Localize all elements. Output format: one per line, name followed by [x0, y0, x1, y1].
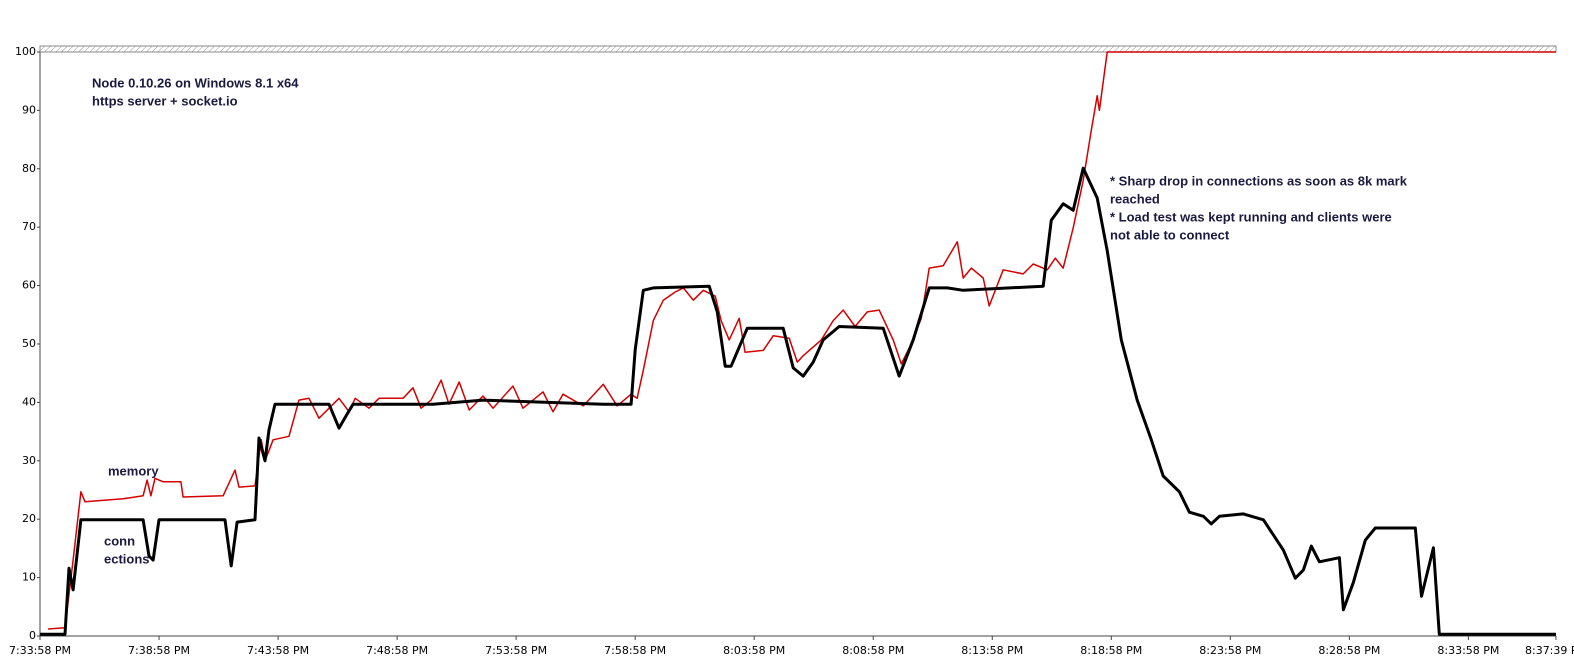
annotation: * Load test was kept running and clients…: [1110, 209, 1392, 224]
x-tick-label: 7:58:58 PM: [604, 644, 666, 657]
y-tick-label: 0: [29, 629, 36, 642]
x-tick-label: 7:48:58 PM: [366, 644, 428, 657]
x-tick-label: 8:28:58 PM: [1318, 644, 1380, 657]
x-tick-label: 7:33:58 PM: [9, 644, 71, 657]
annotation: ections: [104, 551, 150, 566]
y-tick-label: 80: [22, 162, 36, 175]
annotation: * Sharp drop in connections as soon as 8…: [1110, 173, 1408, 188]
y-tick-label: 90: [22, 103, 36, 116]
annotation: reached: [1110, 191, 1160, 206]
annotation: Node 0.10.26 on Windows 8.1 x64: [92, 75, 299, 90]
series-line: [40, 166, 1556, 636]
annotation: conn: [104, 533, 135, 548]
y-tick-label: 20: [22, 512, 36, 525]
x-tick-label: 7:38:58 PM: [128, 644, 190, 657]
y-tick-label: 50: [22, 337, 36, 350]
annotation: https server + socket.io: [92, 93, 238, 108]
x-tick-label: 8:23:58 PM: [1199, 644, 1261, 657]
x-tick-label: 8:03:58 PM: [723, 644, 785, 657]
top-band: [39, 45, 1557, 53]
y-tick-label: 70: [22, 220, 36, 233]
x-tick-label: 8:37:39 PM: [1525, 644, 1574, 657]
y-tick-label: 100: [15, 45, 36, 58]
x-tick-label: 8:08:58 PM: [842, 644, 904, 657]
x-tick-label: 7:53:58 PM: [485, 644, 547, 657]
x-tick-label: 8:18:58 PM: [1080, 644, 1142, 657]
x-tick-label: 7:43:58 PM: [247, 644, 309, 657]
y-tick-label: 40: [22, 395, 36, 408]
x-tick-label: 8:33:58 PM: [1437, 644, 1499, 657]
y-tick-label: 30: [22, 454, 36, 467]
y-tick-label: 10: [22, 571, 36, 584]
x-tick-label: 8:13:58 PM: [961, 644, 1023, 657]
annotation: not able to connect: [1110, 227, 1230, 242]
y-tick-label: 60: [22, 279, 36, 292]
series-line: [48, 51, 1556, 630]
annotation: memory: [108, 463, 159, 478]
